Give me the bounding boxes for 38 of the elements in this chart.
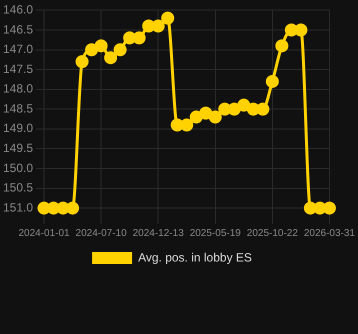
point [266, 74, 279, 88]
point [85, 43, 98, 56]
point [114, 43, 127, 56]
y-tick-label: 146.0 [3, 2, 34, 17]
point [237, 98, 250, 112]
point [104, 51, 118, 64]
y-tick-label: 149.5 [3, 141, 34, 156]
x-tick-label: 2024-12-13 [132, 228, 184, 239]
y-tick-label: 151.0 [3, 200, 34, 214]
y-tick-label: 146.5 [3, 22, 34, 36]
point [190, 110, 203, 124]
point [256, 102, 270, 116]
y-tick-label: 148.0 [3, 82, 34, 96]
y-tick-label: 149.0 [3, 121, 34, 136]
point [161, 12, 174, 25]
x-tick-label: 2026-03-31 [304, 228, 356, 239]
point [66, 202, 80, 215]
x-tick-label: 2025-10-22 [246, 228, 298, 239]
y-tick-label: 147.0 [3, 42, 34, 56]
y-tick-label: 147.5 [3, 62, 34, 76]
point [152, 20, 165, 33]
point [132, 31, 146, 44]
point [199, 106, 212, 120]
point [294, 23, 308, 36]
x-tick-label: 2024-07-10 [76, 228, 128, 239]
legend-label: Avg. pos. in lobby ES [138, 250, 252, 264]
point [322, 202, 336, 215]
point [180, 118, 194, 132]
point [94, 39, 108, 52]
point [208, 110, 222, 124]
point [76, 55, 89, 68]
y-tick-label: 150.5 [3, 180, 34, 195]
point [228, 102, 241, 116]
x-tick-label: 2024-01-01 [18, 228, 70, 239]
y-tick-label: 150.0 [3, 160, 34, 175]
y-tick-label: 148.5 [3, 101, 34, 116]
x-tick-label: 2025-05-19 [190, 228, 242, 239]
point [275, 39, 288, 52]
